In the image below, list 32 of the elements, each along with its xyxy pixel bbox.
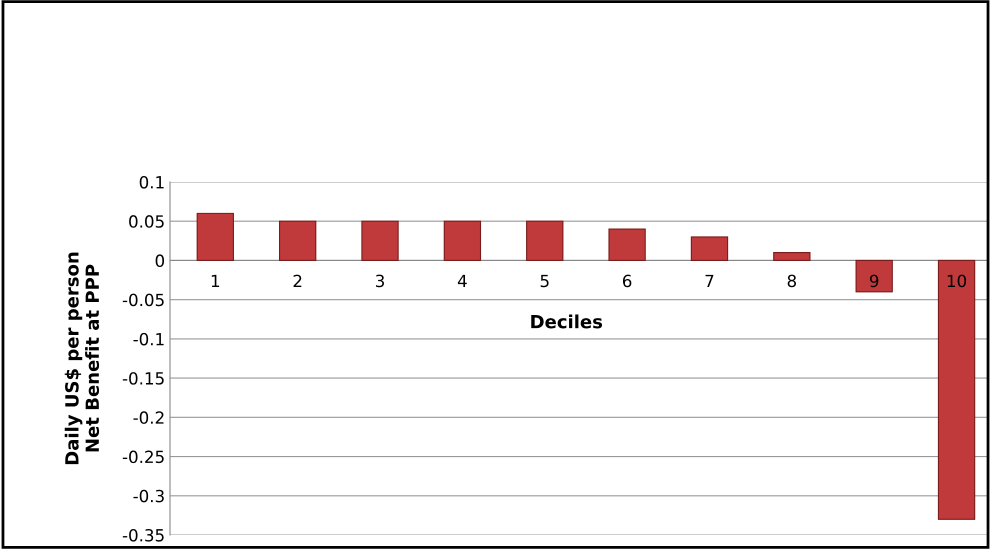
y-tick-label: 0.1 [140, 176, 164, 189]
bar [690, 236, 728, 261]
x-tick-label: 8 [788, 274, 796, 288]
y-tick-label: -0.05 [122, 294, 164, 306]
y-tick-label: 0 [156, 254, 164, 268]
bar [196, 212, 234, 261]
y-tick-label: -0.15 [122, 372, 164, 385]
bar [526, 220, 564, 261]
bar [444, 220, 482, 261]
bar [856, 260, 893, 292]
x-tick-label: 10 [948, 274, 966, 288]
bar [938, 260, 976, 520]
x-tick-label: 1 [212, 274, 220, 287]
y-tick-label: 0.05 [129, 215, 164, 228]
x-tick-label: 7 [706, 274, 714, 287]
y-tick-label: -0.1 [133, 332, 164, 346]
x-tick-label: 3 [376, 274, 384, 288]
bar [278, 220, 316, 261]
bar [361, 220, 399, 261]
x-tick-label: 5 [540, 274, 549, 288]
bar [608, 228, 646, 261]
y-tick-label: -0.35 [122, 528, 164, 542]
x-tick-label: 6 [622, 274, 632, 288]
y-tick-label: -0.25 [122, 450, 164, 464]
x-tick-label: 9 [870, 274, 878, 288]
x-tick-label: 4 [458, 274, 467, 287]
x-tick-label: 2 [294, 274, 302, 287]
y-axis-title: Daily US$ per person Net Benefit at PPP [64, 252, 100, 464]
y-tick-label: -0.2 [133, 411, 164, 424]
y-tick-label: -0.3 [133, 490, 164, 502]
x-axis-title: Deciles [531, 314, 602, 328]
bar [773, 252, 811, 261]
